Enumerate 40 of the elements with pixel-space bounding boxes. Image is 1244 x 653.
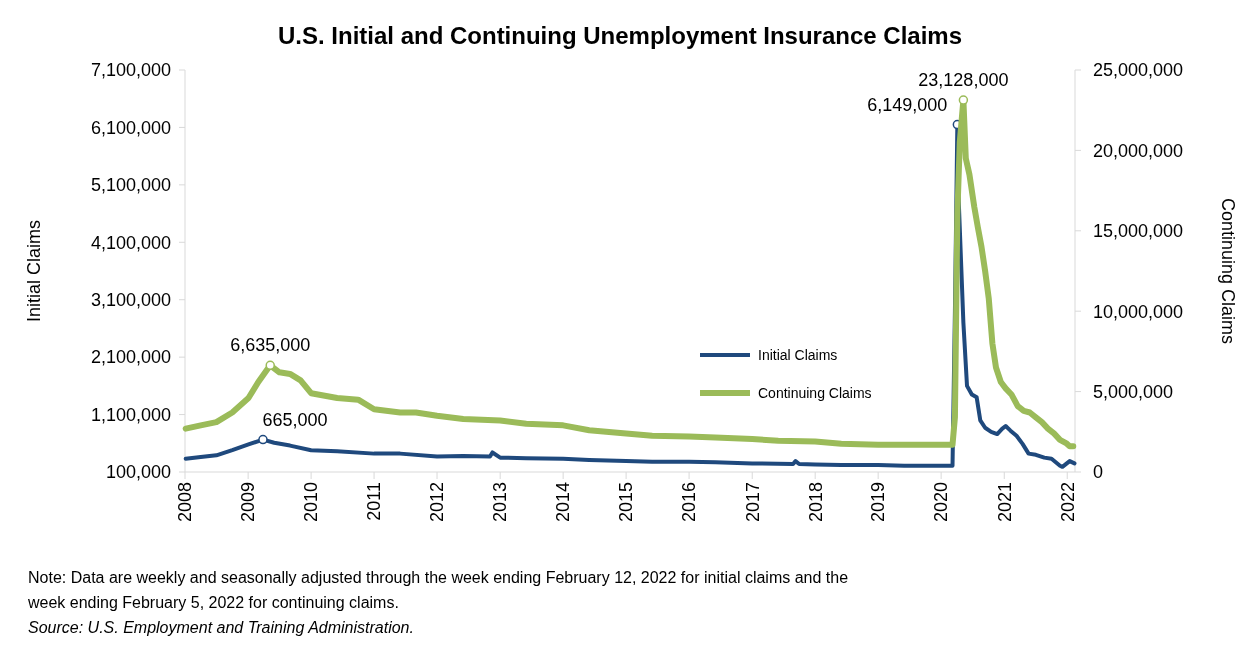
y2-tick-label: 10,000,000 <box>1093 301 1184 322</box>
x-tick-label: 2010 <box>301 482 322 523</box>
x-tick-label: 2012 <box>427 482 448 523</box>
y2-tick-label: 15,000,000 <box>1093 221 1184 242</box>
y-tick-label: 6,100,000 <box>90 117 171 138</box>
x-tick-label: 2013 <box>490 482 511 523</box>
text: Note: Data are weekly and seasonally adjusted through the week ending February 12, 2022 for initial claims and the week ending February 5, 2022 for continuing claims. <box>27 569 849 611</box>
x-tick-label: 2015 <box>616 482 637 523</box>
x-tick-label: 2019 <box>868 482 889 523</box>
data-label: 6,635,000 <box>230 335 311 356</box>
y2-tick-label: 25,000,000 <box>1093 60 1184 81</box>
y-tick-label: 5,100,000 <box>90 175 171 196</box>
y-tick-label: 1,100,000 <box>90 404 171 425</box>
legend-label: Initial Claims <box>758 346 838 363</box>
y-axis-title: Initial Claims <box>24 219 44 323</box>
chart-title: U.S. Initial and Continuing Unemployment Insurance Claims <box>277 22 963 49</box>
x-tick-label: 2016 <box>679 482 700 523</box>
x-tick-label: 2008 <box>175 482 196 523</box>
y2-tick-label: 20,000,000 <box>1093 140 1184 161</box>
y2-tick-label: 0 <box>1093 462 1104 483</box>
source-note: Source: U.S. Employment and Training Administration. <box>28 619 414 636</box>
y-tick-label: 7,100,000 <box>90 60 171 81</box>
data-label: 665,000 <box>262 409 328 430</box>
y-tick-label: 2,100,000 <box>90 347 171 368</box>
x-tick-label: 2011 <box>364 482 385 521</box>
y-tick-label: 4,100,000 <box>90 232 171 253</box>
legend-label: Continuing Claims <box>758 384 872 401</box>
x-tick-label: 2017 <box>742 482 763 523</box>
data-label: 23,128,000 <box>918 70 1009 91</box>
x-tick-label: 2018 <box>805 482 826 523</box>
y2-axis-title: Continuing Claims <box>1218 197 1238 345</box>
y-tick-label: 100,000 <box>105 462 171 483</box>
x-tick-label: 2009 <box>238 482 259 523</box>
x-tick-label: 2021 <box>994 482 1015 523</box>
x-tick-label: 2022 <box>1057 482 1078 523</box>
y-tick-label: 3,100,000 <box>90 290 171 311</box>
x-tick-label: 2014 <box>553 482 574 523</box>
data-label: 6,149,000 <box>867 94 948 115</box>
x-tick-label: 2020 <box>931 482 952 523</box>
y2-tick-label: 5,000,000 <box>1093 381 1174 402</box>
